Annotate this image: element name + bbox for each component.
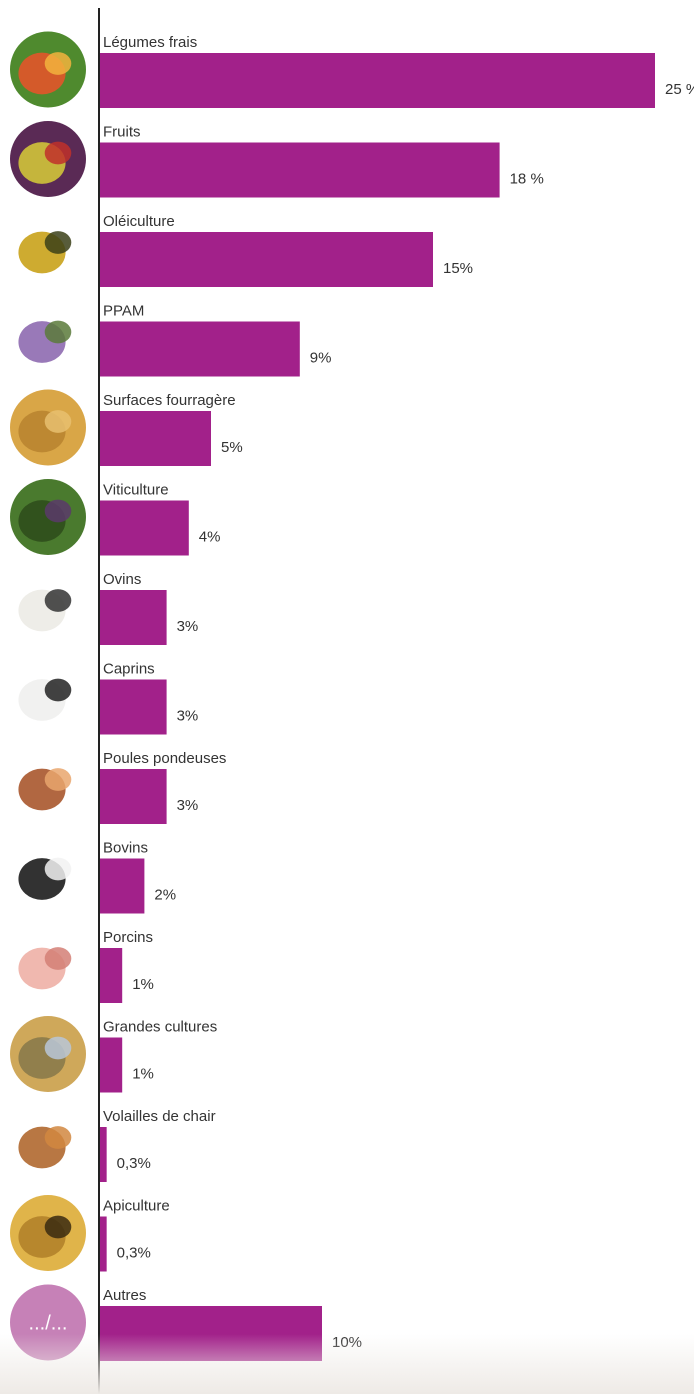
- olive-oil-icon: [10, 210, 86, 287]
- hay-bale-icon: [10, 389, 86, 466]
- bar: [100, 1037, 123, 1093]
- wheat-field-icon: [10, 1016, 86, 1092]
- category-label: Oléiculture: [103, 213, 175, 230]
- bar: [100, 321, 300, 377]
- category-label: Fruits: [103, 124, 141, 141]
- bar: [100, 948, 123, 1003]
- value-label: 25 %: [665, 81, 694, 98]
- category-label: Volailles de chair: [103, 1108, 216, 1125]
- chicken-icon: [10, 1105, 86, 1182]
- vegetables-icon: [10, 31, 86, 108]
- category-label: Légumes frais: [103, 34, 197, 51]
- value-label: 1%: [132, 976, 154, 993]
- category-icons: .../...: [10, 31, 86, 1361]
- value-label: 4%: [199, 529, 221, 546]
- bar: [100, 53, 655, 108]
- herbs-icon: [10, 300, 86, 376]
- goat-icon: [10, 658, 86, 734]
- bar: [100, 232, 433, 287]
- bar: [100, 769, 167, 824]
- bar: [100, 411, 211, 466]
- other-icon-text: .../...: [29, 1313, 68, 1335]
- bar: [100, 1216, 107, 1272]
- bars: Légumes frais 25 % Fruits 18 % Oléiculture 15…: [100, 34, 694, 1361]
- value-label: 3%: [177, 708, 199, 725]
- category-label: Caprins: [103, 661, 155, 678]
- bar: [100, 1127, 107, 1182]
- value-label: 18 %: [510, 171, 544, 188]
- category-label: Grandes cultures: [103, 1019, 217, 1036]
- category-label: Apiculture: [103, 1198, 170, 1215]
- background-fade: [0, 1334, 694, 1394]
- sheep-icon: [10, 568, 86, 645]
- value-label: 0,3%: [117, 1245, 151, 1262]
- category-label: Autres: [103, 1287, 146, 1304]
- bar: [100, 858, 145, 914]
- value-label: 3%: [177, 618, 199, 635]
- bar: [100, 590, 167, 645]
- bar: [100, 142, 500, 198]
- category-label: Viticulture: [103, 482, 169, 499]
- value-label: 3%: [177, 797, 199, 814]
- value-label: 5%: [221, 439, 243, 456]
- category-label: Bovins: [103, 840, 148, 857]
- category-label: PPAM: [103, 303, 144, 320]
- cow-icon: [10, 837, 86, 913]
- category-label: Surfaces fourragère: [103, 392, 236, 409]
- bar: [100, 500, 189, 556]
- category-label: Porcins: [103, 929, 153, 946]
- value-label: 15%: [443, 260, 473, 277]
- bar: [100, 679, 167, 735]
- category-label: Poules pondeuses: [103, 750, 226, 767]
- value-label: 9%: [310, 350, 332, 367]
- category-label: Ovins: [103, 571, 141, 588]
- vineyard-icon: [10, 479, 86, 555]
- pig-icon: [10, 926, 86, 1003]
- value-label: 2%: [154, 887, 176, 904]
- value-label: 1%: [132, 1066, 154, 1083]
- bee-icon: [10, 1195, 86, 1271]
- value-label: 0,3%: [117, 1155, 151, 1172]
- laying-hen-icon: [10, 747, 86, 824]
- fruits-icon: [10, 121, 86, 197]
